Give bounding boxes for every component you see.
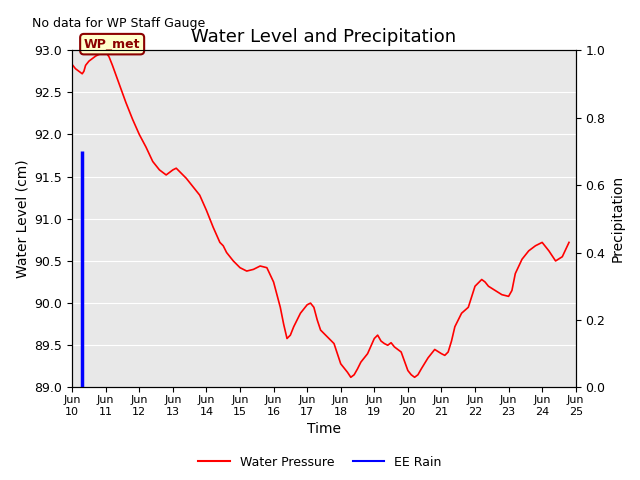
Text: No data for WP Staff Gauge: No data for WP Staff Gauge xyxy=(32,17,205,30)
Text: WP_met: WP_met xyxy=(84,37,140,51)
X-axis label: Time: Time xyxy=(307,422,341,436)
Title: Water Level and Precipitation: Water Level and Precipitation xyxy=(191,28,456,46)
Legend: Water Pressure, EE Rain: Water Pressure, EE Rain xyxy=(193,451,447,474)
Y-axis label: Water Level (cm): Water Level (cm) xyxy=(15,159,29,278)
Y-axis label: Precipitation: Precipitation xyxy=(611,175,625,263)
